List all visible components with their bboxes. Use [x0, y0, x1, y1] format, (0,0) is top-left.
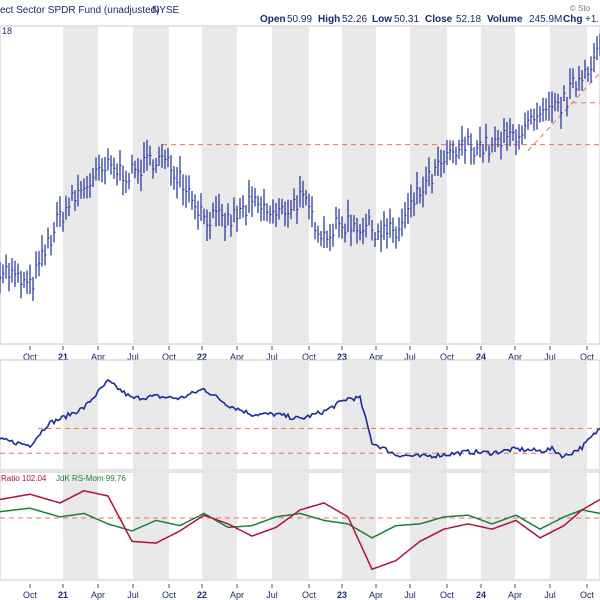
chart-header: ect Sector SPDR Fund (unadjusted) NYSE O… — [0, 4, 599, 25]
chg-label: Chg — [563, 14, 582, 25]
shade-band — [481, 473, 515, 579]
high-value: 52.26 — [342, 14, 367, 25]
shade-band — [342, 27, 376, 343]
shade-band — [133, 473, 169, 579]
x-tick-label: Jul — [266, 590, 278, 600]
shade-band — [481, 27, 515, 343]
x-tick-label: 23 — [337, 352, 347, 362]
x-tick-label: Apr — [91, 352, 105, 362]
x-tick-label: Apr — [91, 590, 105, 600]
x-tick-label: Oct — [580, 352, 595, 362]
rs-line — [0, 378, 600, 459]
x-tick-label: Jul — [266, 352, 278, 362]
x-tick-label: Oct — [302, 352, 317, 362]
x-tick-label: Apr — [230, 590, 244, 600]
chart-title: ect Sector SPDR Fund (unadjusted) — [0, 5, 160, 16]
watermark: © Sto — [570, 4, 591, 13]
x-tick-label: Oct — [23, 352, 38, 362]
price-bars — [0, 33, 600, 301]
x-tick-label: 24 — [476, 590, 486, 600]
rs-panel-shading — [63, 361, 587, 469]
price-resistance-lines — [162, 72, 600, 151]
ratio-line — [0, 489, 600, 571]
ratio-legend: Ratio 102.04 — [1, 474, 47, 483]
x-tick-label: Jul — [544, 352, 556, 362]
shade-band — [202, 27, 237, 343]
x-tick-label: Apr — [508, 590, 522, 600]
volume-label: Volume — [487, 14, 523, 25]
rrg-panel: Ratio 102.04 JdK RS-Mom 99.76 — [0, 471, 600, 581]
x-tick-label: Oct — [440, 352, 455, 362]
volume-value: 245.9M — [529, 14, 562, 25]
x-axis-bottom: Oct 21 Apr Jul Oct 22 Apr Jul Oct 23 Apr Jul Oct 24 Ap… — [23, 584, 595, 600]
chg-value: +1. — [585, 14, 599, 25]
x-tick-label: Apr — [230, 352, 244, 362]
shade-band — [342, 473, 376, 579]
shade-band — [550, 361, 587, 469]
x-tick-label: Oct — [302, 590, 317, 600]
rrg-panel-shading — [63, 473, 587, 579]
shade-band — [410, 361, 447, 469]
x-axis-top: Oct 21 Apr Jul Oct 22 Apr Jul Oct 23 Apr Jul Oct 24 Ap… — [23, 346, 595, 362]
x-tick-label: 22 — [197, 352, 207, 362]
x-tick-label: Apr — [369, 590, 383, 600]
momentum-line — [0, 507, 600, 539]
low-label: Low — [372, 14, 392, 25]
x-tick-label: Jul — [127, 590, 139, 600]
shade-band — [550, 27, 587, 343]
x-tick-label: Oct — [162, 590, 177, 600]
x-tick-label: Apr — [369, 352, 383, 362]
x-tick-label: Jul — [544, 590, 556, 600]
momentum-legend: JdK RS-Mom 99.76 — [56, 474, 126, 483]
exchange-label: NYSE — [152, 5, 180, 16]
x-tick-label: Oct — [580, 590, 595, 600]
shade-band — [133, 27, 169, 343]
x-tick-label: 22 — [197, 590, 207, 600]
close-value: 52.18 — [456, 14, 481, 25]
rs-support-lines — [0, 427, 600, 454]
shade-band — [63, 473, 98, 579]
x-tick-label: 24 — [476, 352, 486, 362]
x-tick-label: Apr — [508, 352, 522, 362]
x-tick-label: 21 — [58, 352, 68, 362]
x-tick-label: Jul — [404, 590, 416, 600]
shade-band — [342, 361, 376, 469]
x-tick-label: Jul — [404, 352, 416, 362]
x-tick-label: 23 — [337, 590, 347, 600]
shade-band — [550, 473, 587, 579]
low-value: 50.31 — [394, 14, 419, 25]
rs-panel — [0, 359, 600, 471]
close-label: Close — [425, 14, 453, 25]
corner-label: 18 — [2, 26, 12, 36]
shade-band — [133, 361, 169, 469]
shade-band — [202, 361, 237, 469]
x-tick-label: Oct — [23, 590, 38, 600]
shade-band — [272, 361, 309, 469]
open-value: 50.99 — [287, 14, 312, 25]
price-panel: 18 — [0, 25, 600, 345]
x-tick-label: Oct — [440, 590, 455, 600]
shade-band — [410, 473, 447, 579]
high-label: High — [318, 14, 340, 25]
x-tick-label: Jul — [127, 352, 139, 362]
open-label: Open — [260, 14, 286, 25]
x-tick-label: 21 — [58, 590, 68, 600]
x-tick-label: Oct — [162, 352, 177, 362]
